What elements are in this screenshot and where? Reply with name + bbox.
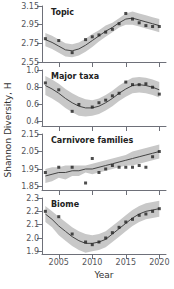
svg-text:Shannon Diversity, H: Shannon Diversity, H [3,83,13,178]
svg-text:0.4: 0.4 [26,117,39,126]
svg-text:Biome: Biome [51,200,80,209]
svg-text:Topic: Topic [51,8,74,17]
svg-text:2.0: 2.0 [26,234,39,243]
svg-text:Major taxa: Major taxa [51,72,99,81]
svg-text:2.1: 2.1 [26,220,39,229]
svg-text:3.15: 3.15 [21,2,39,11]
svg-text:2005: 2005 [49,258,69,267]
svg-text:2.95: 2.95 [21,20,39,29]
svg-text:2.2: 2.2 [26,207,39,216]
svg-text:2015: 2015 [116,258,136,267]
svg-text:1.85: 1.85 [21,182,39,191]
svg-text:1.95: 1.95 [21,165,39,174]
svg-text:0.8: 0.8 [26,83,39,92]
svg-text:1.0: 1.0 [26,66,39,75]
svg-text:2.05: 2.05 [21,147,39,156]
svg-text:2.75: 2.75 [21,39,39,48]
svg-text:2.55: 2.55 [21,57,39,67]
svg-text:2.15: 2.15 [21,130,39,139]
svg-text:2.3: 2.3 [26,194,39,203]
svg-text:0.6: 0.6 [26,100,39,109]
svg-text:1.9: 1.9 [26,247,39,256]
svg-text:2020: 2020 [149,258,169,267]
svg-text:Carnivore families: Carnivore families [51,136,133,145]
svg-text:Year: Year [93,270,113,280]
svg-text:2010: 2010 [82,258,102,267]
